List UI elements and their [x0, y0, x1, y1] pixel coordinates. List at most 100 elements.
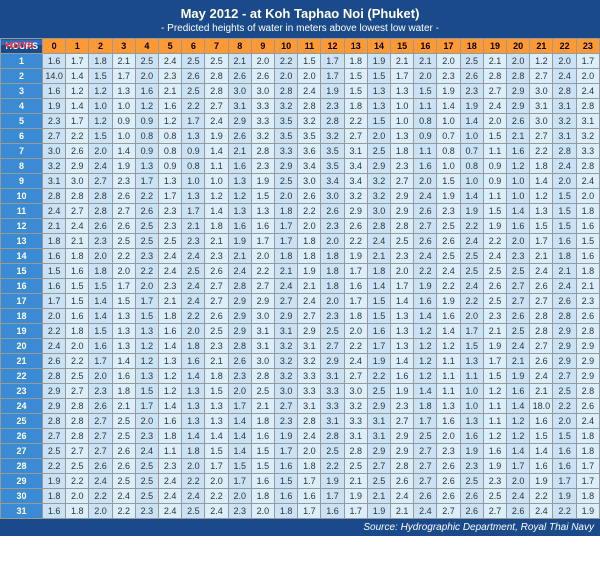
tide-cell: 1.4: [507, 444, 530, 459]
tide-cell: 1.1: [414, 144, 437, 159]
tide-cell: 0.8: [159, 129, 182, 144]
tide-cell: 1.7: [43, 294, 66, 309]
tide-cell: 2.3: [507, 249, 530, 264]
tide-cell: 1.5: [553, 189, 576, 204]
tide-cell: 2.2: [182, 474, 205, 489]
tide-cell: 3.2: [344, 399, 367, 414]
tide-cell: 2.1: [414, 54, 437, 69]
tide-cell: 2.2: [344, 234, 367, 249]
tide-cell: 2.1: [228, 144, 251, 159]
tide-cell: 2.5: [507, 264, 530, 279]
tide-cell: 1.3: [251, 204, 274, 219]
tide-cell: 1.0: [391, 99, 414, 114]
tide-cell: 2.5: [437, 219, 460, 234]
tide-cell: 2.7: [530, 129, 553, 144]
tide-cell: 2.6: [43, 354, 66, 369]
tide-cell: 2.3: [159, 459, 182, 474]
tide-cell: 1.4: [530, 444, 553, 459]
tide-cell: 2.3: [460, 459, 483, 474]
tide-cell: 2.3: [321, 219, 344, 234]
tide-cell: 2.2: [43, 459, 66, 474]
tide-cell: 2.8: [205, 69, 228, 84]
source-text: Source: Hydrographic Department, Royal T…: [0, 519, 600, 536]
tide-cell: 2.4: [483, 249, 506, 264]
tide-cell: 2.5: [367, 384, 390, 399]
tide-cell: 2.0: [135, 279, 158, 294]
tide-cell: 1.9: [298, 264, 321, 279]
tide-cell: 1.8: [275, 249, 298, 264]
tide-cell: 2.3: [135, 429, 158, 444]
tide-cell: 1.5: [112, 294, 135, 309]
tide-cell: 3.0: [275, 384, 298, 399]
tide-cell: 2.1: [530, 249, 553, 264]
tide-cell: 2.0: [66, 489, 89, 504]
tide-cell: 2.0: [507, 234, 530, 249]
tide-cell: 2.5: [112, 474, 135, 489]
tide-cell: 2.3: [437, 204, 460, 219]
tide-cell: 2.9: [43, 399, 66, 414]
tide-cell: 2.1: [367, 249, 390, 264]
hour-header: 18: [460, 39, 483, 54]
tide-cell: 1.0: [112, 99, 135, 114]
tide-cell: 2.8: [66, 189, 89, 204]
tide-cell: 1.6: [112, 369, 135, 384]
tide-cell: 2.4: [367, 234, 390, 249]
tide-cell: 1.7: [182, 204, 205, 219]
tide-cell: 3.1: [251, 339, 274, 354]
tide-cell: 2.4: [159, 54, 182, 69]
tide-cell: 2.8: [576, 384, 599, 399]
tide-cell: 3.1: [553, 99, 576, 114]
tide-cell: 2.0: [43, 309, 66, 324]
tide-cell: 2.1: [298, 279, 321, 294]
tide-cell: 2.2: [66, 129, 89, 144]
tide-cell: 2.7: [112, 204, 135, 219]
day-header: 29: [1, 474, 43, 489]
tide-cell: 2.3: [159, 279, 182, 294]
tide-cell: 2.9: [391, 444, 414, 459]
tide-cell: 2.0: [437, 54, 460, 69]
tide-cell: 1.0: [205, 174, 228, 189]
tide-cell: 2.8: [321, 429, 344, 444]
day-header: 20: [1, 339, 43, 354]
tide-cell: 2.6: [507, 504, 530, 519]
tide-cell: 2.4: [43, 204, 66, 219]
tide-cell: 1.9: [43, 99, 66, 114]
tide-cell: 2.4: [298, 429, 321, 444]
tide-cell: 2.9: [576, 339, 599, 354]
tide-cell: 2.0: [89, 504, 112, 519]
tide-cell: 0.7: [437, 129, 460, 144]
tide-cell: 1.4: [228, 444, 251, 459]
tide-cell: 2.3: [321, 309, 344, 324]
tide-cell: 2.7: [43, 129, 66, 144]
tide-cell: 2.3: [159, 69, 182, 84]
tide-cell: 2.0: [298, 69, 321, 84]
tide-cell: 0.9: [135, 114, 158, 129]
hour-header: 22: [553, 39, 576, 54]
tide-cell: 2.4: [460, 234, 483, 249]
tide-cell: 1.4: [205, 144, 228, 159]
tide-cell: 0.9: [182, 144, 205, 159]
tide-cell: 2.2: [275, 54, 298, 69]
tide-cell: 2.2: [251, 264, 274, 279]
tide-cell: 3.2: [275, 369, 298, 384]
tide-cell: 1.9: [414, 279, 437, 294]
tide-cell: 3.5: [275, 129, 298, 144]
tide-cell: 1.8: [344, 54, 367, 69]
tide-cell: 2.4: [576, 414, 599, 429]
tide-cell: 2.7: [530, 339, 553, 354]
tide-cell: 1.4: [507, 204, 530, 219]
tide-cell: 1.3: [205, 399, 228, 414]
tide-cell: 2.5: [367, 474, 390, 489]
tide-cell: 2.9: [391, 189, 414, 204]
tide-cell: 2.1: [391, 54, 414, 69]
tide-cell: 2.1: [507, 129, 530, 144]
tide-cell: 2.7: [414, 219, 437, 234]
tide-cell: 1.3: [205, 414, 228, 429]
tide-cell: 1.5: [483, 369, 506, 384]
tide-cell: 1.5: [367, 114, 390, 129]
tide-cell: 1.2: [414, 369, 437, 384]
tide-cell: 2.7: [483, 84, 506, 99]
tide-cell: 2.6: [530, 279, 553, 294]
tide-cell: 1.6: [391, 369, 414, 384]
tide-cell: 1.5: [576, 234, 599, 249]
